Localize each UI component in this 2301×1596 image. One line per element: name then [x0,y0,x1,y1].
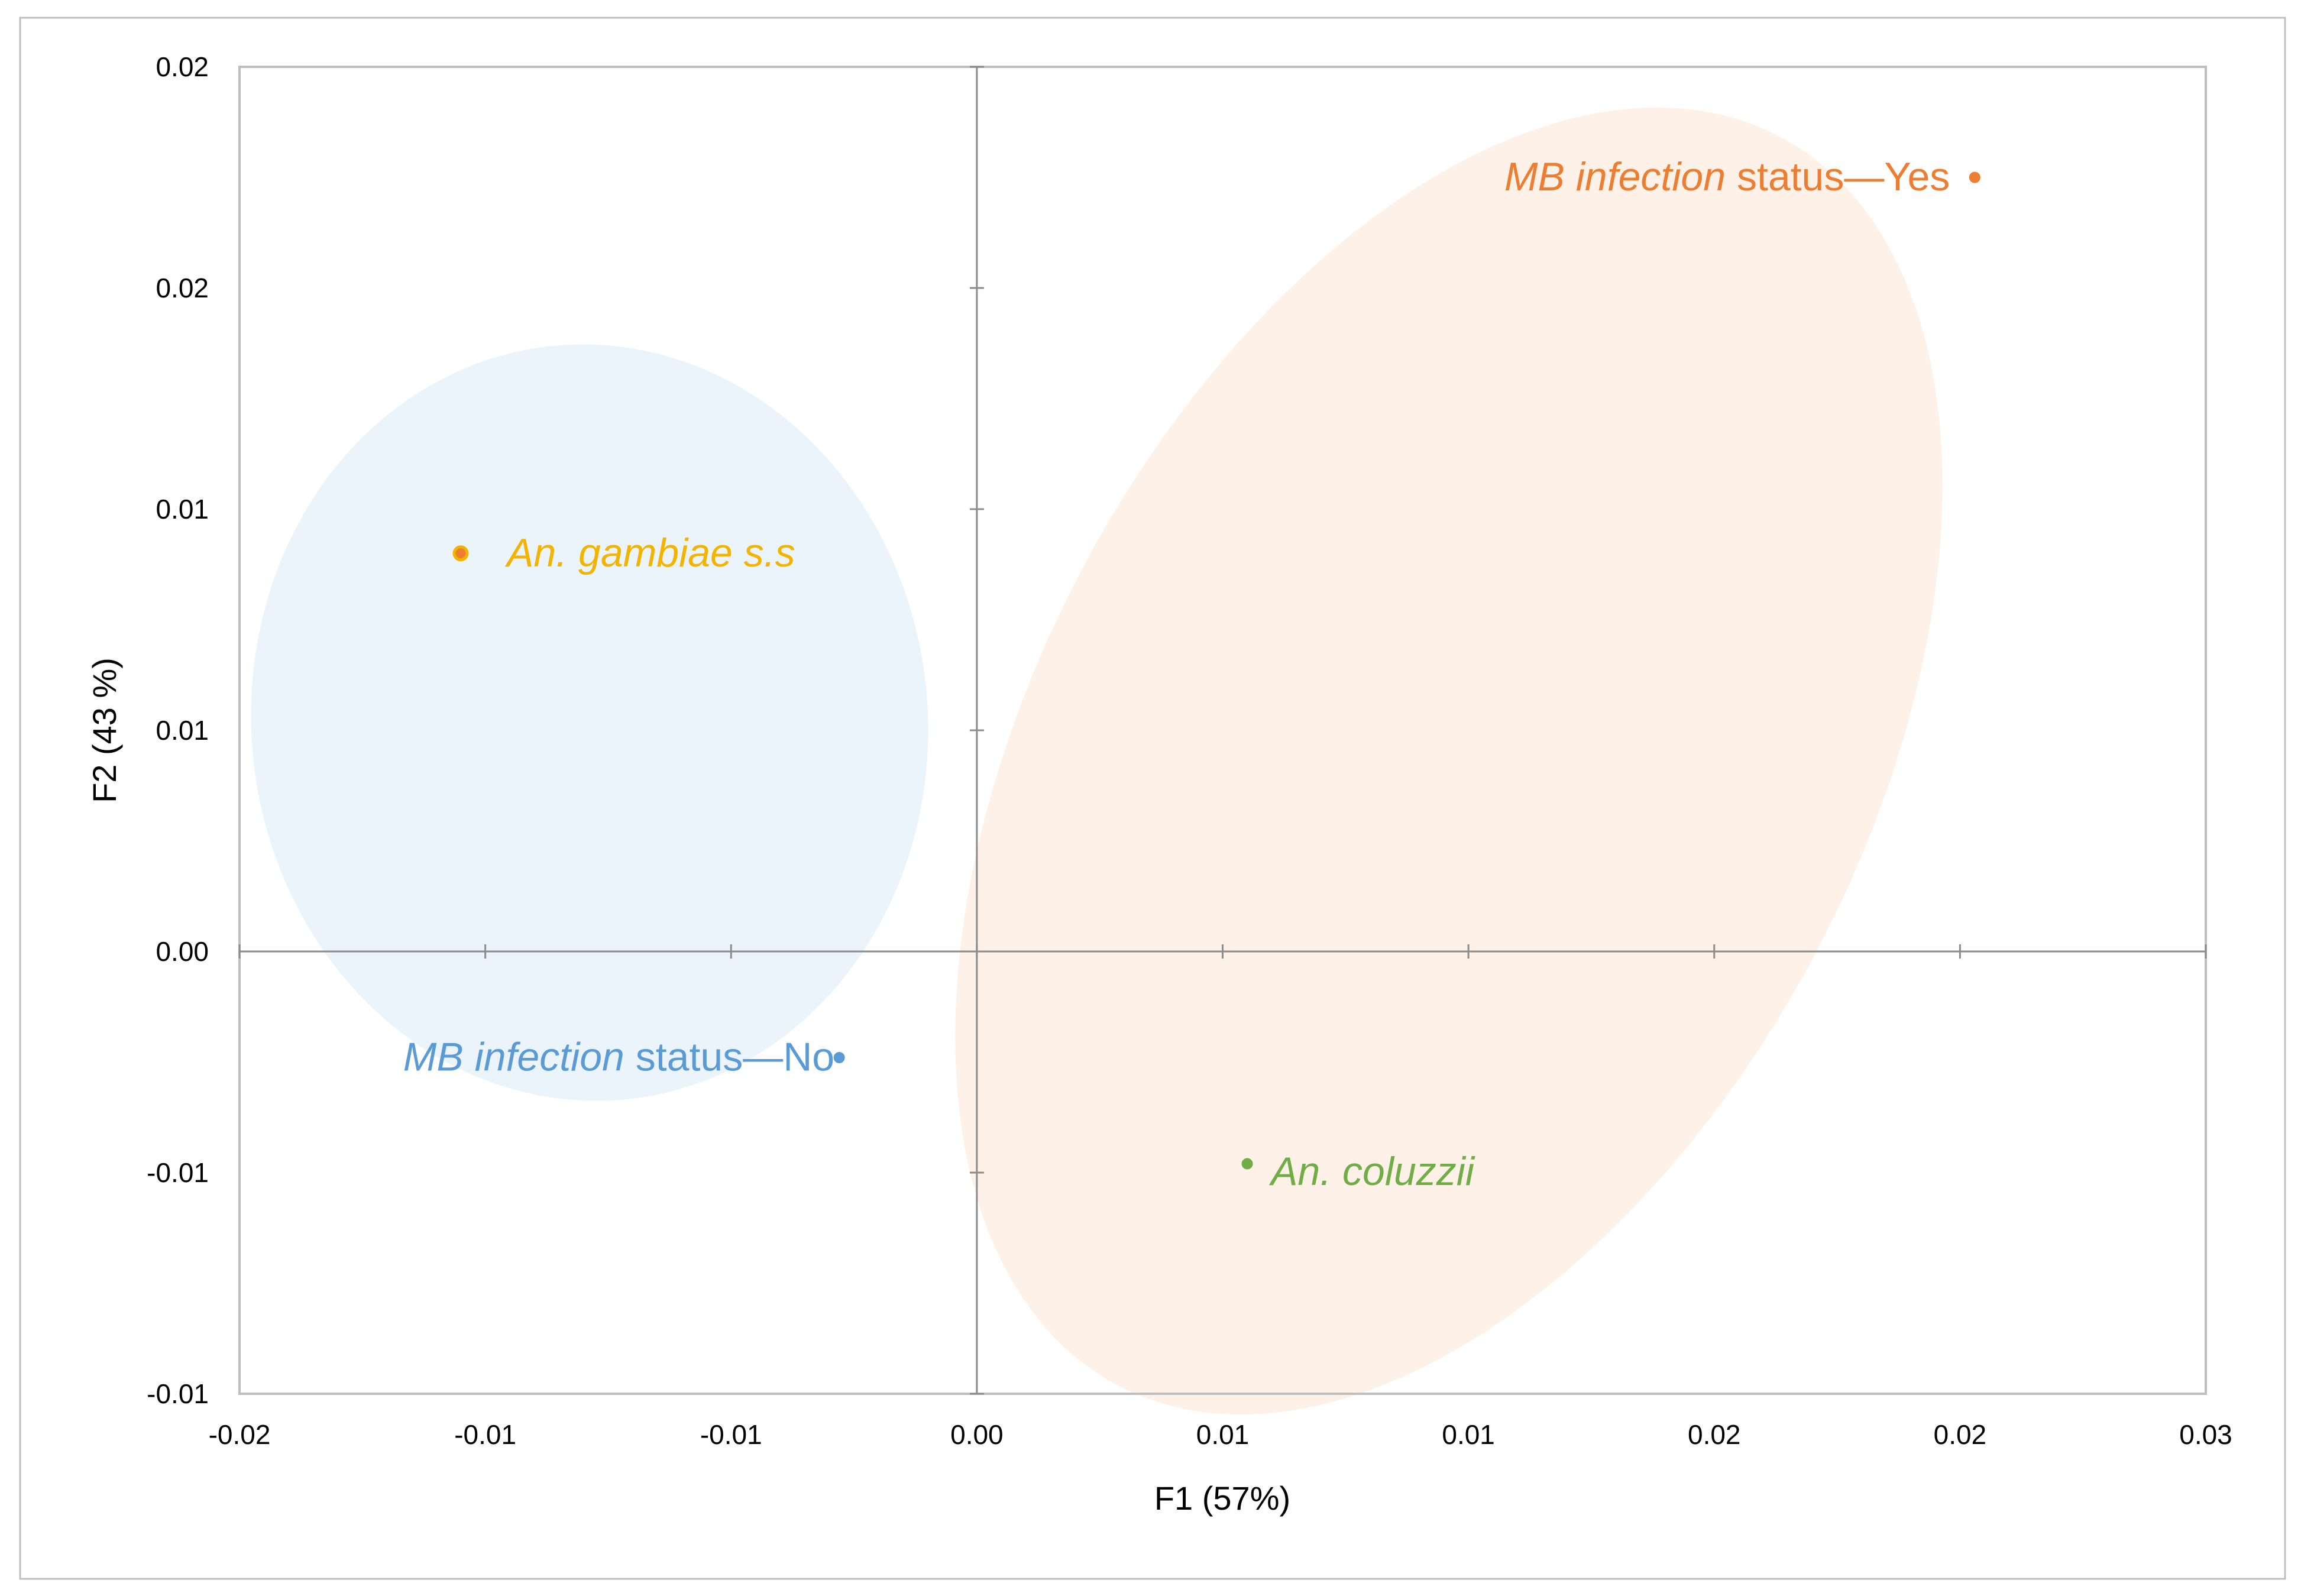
y-tick-label: -0.01 [147,1157,209,1188]
x-tick-label: -0.02 [209,1419,271,1450]
data-point-2 [833,1052,845,1064]
y-axis-title: F2 (43 %) [86,658,123,803]
point-label-italic: MB infection [1504,154,1726,199]
point-label-1: An. gambiae s.s [504,530,795,575]
x-tick-label: 0.02 [1688,1419,1741,1450]
x-tick-label: -0.01 [700,1419,762,1450]
point-label-0: MB infection status—Yes [1504,154,1950,199]
point-label-italic: An. gambiae [504,530,733,575]
ellipse-yes [955,107,1943,1415]
x-tick-label: 0.01 [1196,1419,1250,1450]
data-point-1 [452,545,469,562]
data-point-0 [1969,171,1980,183]
y-tick-label: 0.00 [156,936,209,967]
y-tick-label: 0.01 [156,715,209,746]
point-label-plain: s.s [733,530,795,575]
point-label-italic: MB infection [403,1035,624,1080]
point-label-plain: status—Yes [1726,154,1950,199]
x-tick-label: 0.01 [1442,1419,1495,1450]
y-tick-label: 0.01 [156,494,209,525]
point-label-plain: status—No [624,1035,834,1080]
x-tick-label: 0.03 [2179,1419,2232,1450]
y-tick-label: 0.02 [156,51,209,82]
plot-area [238,66,2207,1395]
x-tick-label: 0.00 [950,1419,1004,1450]
ellipse-no [251,344,928,1101]
data-point-3 [1241,1158,1253,1170]
point-label-italic: An. coluzzii [1268,1149,1475,1194]
x-tick-label: -0.01 [454,1419,516,1450]
y-tick-label: -0.01 [147,1378,209,1409]
point-label-2: MB infection status—No [403,1035,834,1080]
y-tick-label: 0.02 [156,273,209,303]
x-tick-label: 0.02 [1934,1419,1987,1450]
x-axis-title: F1 (57%) [1154,1480,1290,1517]
point-label-3: An. coluzzii [1268,1149,1475,1194]
